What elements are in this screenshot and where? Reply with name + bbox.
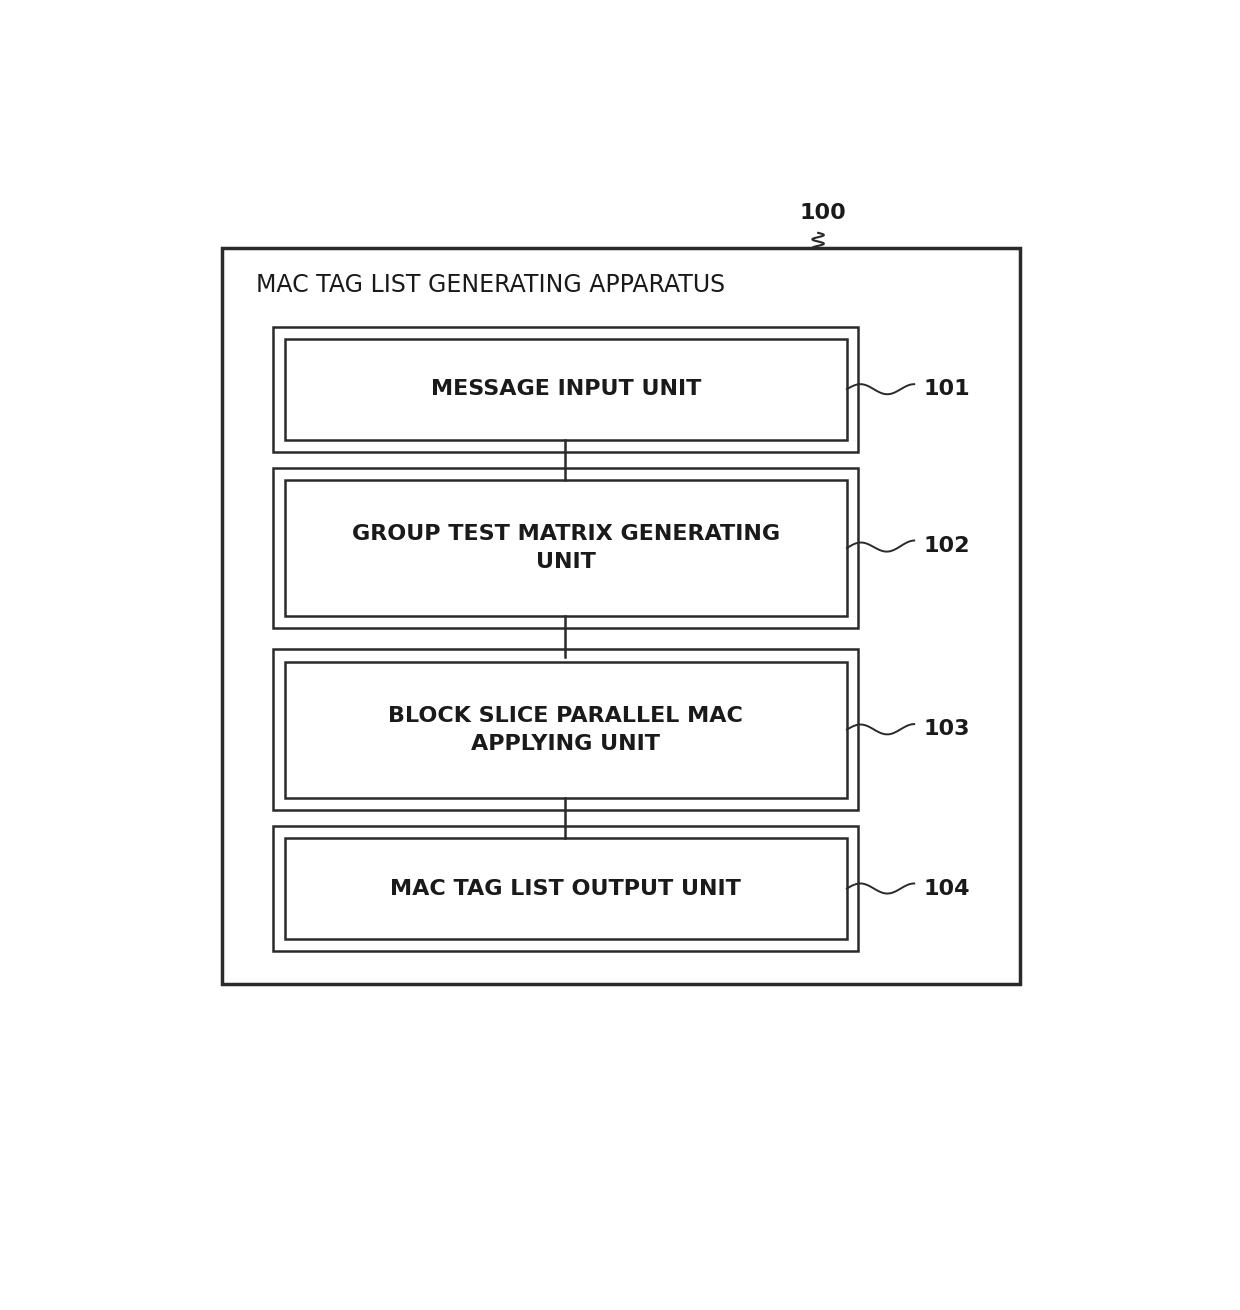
Bar xyxy=(273,650,858,810)
Bar xyxy=(285,838,847,939)
Text: BLOCK SLICE PARALLEL MAC
APPLYING UNIT: BLOCK SLICE PARALLEL MAC APPLYING UNIT xyxy=(388,706,743,753)
Bar xyxy=(273,326,858,452)
Bar xyxy=(285,479,847,616)
Bar xyxy=(222,248,1019,984)
Text: 100: 100 xyxy=(800,203,846,223)
Text: MAC TAG LIST OUTPUT UNIT: MAC TAG LIST OUTPUT UNIT xyxy=(391,879,742,899)
Text: MAC TAG LIST GENERATING APPARATUS: MAC TAG LIST GENERATING APPARATUS xyxy=(255,274,725,297)
Text: 103: 103 xyxy=(924,719,971,739)
Text: 104: 104 xyxy=(924,879,971,899)
Bar xyxy=(273,827,858,951)
Bar xyxy=(273,468,858,629)
Bar xyxy=(285,662,847,798)
Text: 102: 102 xyxy=(924,536,971,555)
Text: GROUP TEST MATRIX GENERATING
UNIT: GROUP TEST MATRIX GENERATING UNIT xyxy=(352,524,780,572)
Text: 101: 101 xyxy=(924,379,971,400)
Bar xyxy=(285,339,847,440)
Text: MESSAGE INPUT UNIT: MESSAGE INPUT UNIT xyxy=(430,379,701,400)
